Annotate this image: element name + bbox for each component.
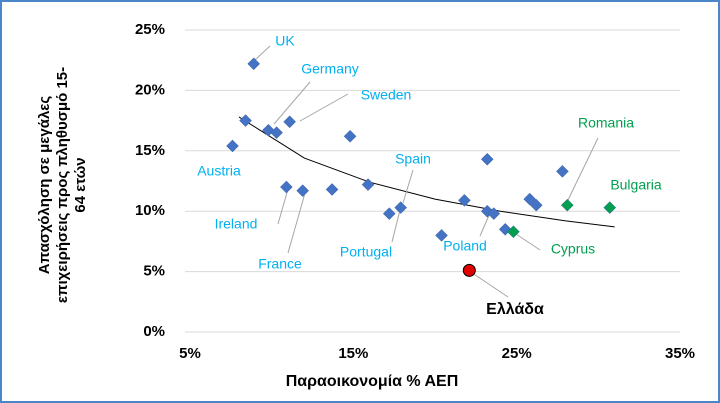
annotation: Bulgaria (610, 177, 662, 193)
annotation: Ireland (215, 216, 258, 232)
x-tick-label: 5% (179, 345, 201, 362)
leader-line (277, 188, 289, 225)
point (226, 139, 239, 153)
leader-line (287, 192, 306, 254)
point (529, 198, 543, 212)
point (325, 183, 339, 196)
y-tick-label: 20% (135, 81, 165, 98)
x-tick-label: 35% (665, 345, 695, 362)
leader-line (567, 137, 599, 201)
annotation: Austria (197, 163, 241, 179)
point (556, 164, 569, 178)
leader-line (479, 212, 491, 237)
point (382, 207, 396, 220)
annotation: France (258, 256, 302, 272)
point (523, 192, 537, 206)
y-tick-label: 25% (135, 21, 165, 38)
x-tick-label: 15% (338, 345, 368, 362)
x-tick-label: 25% (502, 345, 532, 362)
trendline (238, 116, 615, 228)
point (361, 178, 375, 191)
point (343, 129, 357, 143)
point (480, 152, 494, 166)
point (507, 225, 520, 239)
point (435, 229, 448, 242)
point (394, 201, 408, 214)
y-axis-title-line: Απασχόληση σε μεγάλες (36, 96, 53, 275)
leader-line (254, 45, 271, 61)
point-label: Ελλάδα (486, 301, 544, 318)
x-axis-title: Παραοικονομία % ΑΕΠ (286, 373, 459, 390)
annotation: Romania (578, 115, 634, 131)
point (296, 184, 310, 198)
annotation: Spain (395, 151, 431, 167)
point (283, 115, 296, 129)
point (239, 114, 252, 127)
point (458, 193, 471, 207)
annotation: Cyprus (551, 241, 595, 257)
y-axis-title: Απασχόληση σε μεγάλες επιχειρήσεις προς … (36, 67, 89, 303)
point (487, 207, 501, 220)
point (270, 126, 283, 140)
point (480, 204, 494, 218)
point (560, 198, 574, 212)
annotation: Germany (301, 61, 359, 77)
annotation: Portugal (340, 244, 392, 260)
y-axis-title-line: 64 ετών (72, 157, 89, 212)
leader-line (299, 93, 349, 122)
leader-line (391, 209, 401, 243)
leader-line (515, 233, 541, 251)
y-axis-title-line: επιχειρήσεις προς πληθυσμό 15- (54, 67, 71, 303)
y-tick-label: 10% (135, 202, 165, 219)
annotation: Poland (443, 238, 487, 254)
annotation: Sweden (361, 87, 412, 103)
leader-line (273, 81, 311, 125)
annotation: UK (275, 33, 295, 49)
point (280, 180, 293, 194)
point (247, 57, 261, 71)
point (603, 201, 617, 214)
y-tick-label: 15% (135, 142, 165, 159)
leader-line (474, 273, 509, 298)
y-tick-label: 0% (143, 323, 165, 340)
leader-line (402, 169, 414, 204)
y-tick-label: 5% (143, 263, 165, 280)
point (462, 263, 476, 277)
